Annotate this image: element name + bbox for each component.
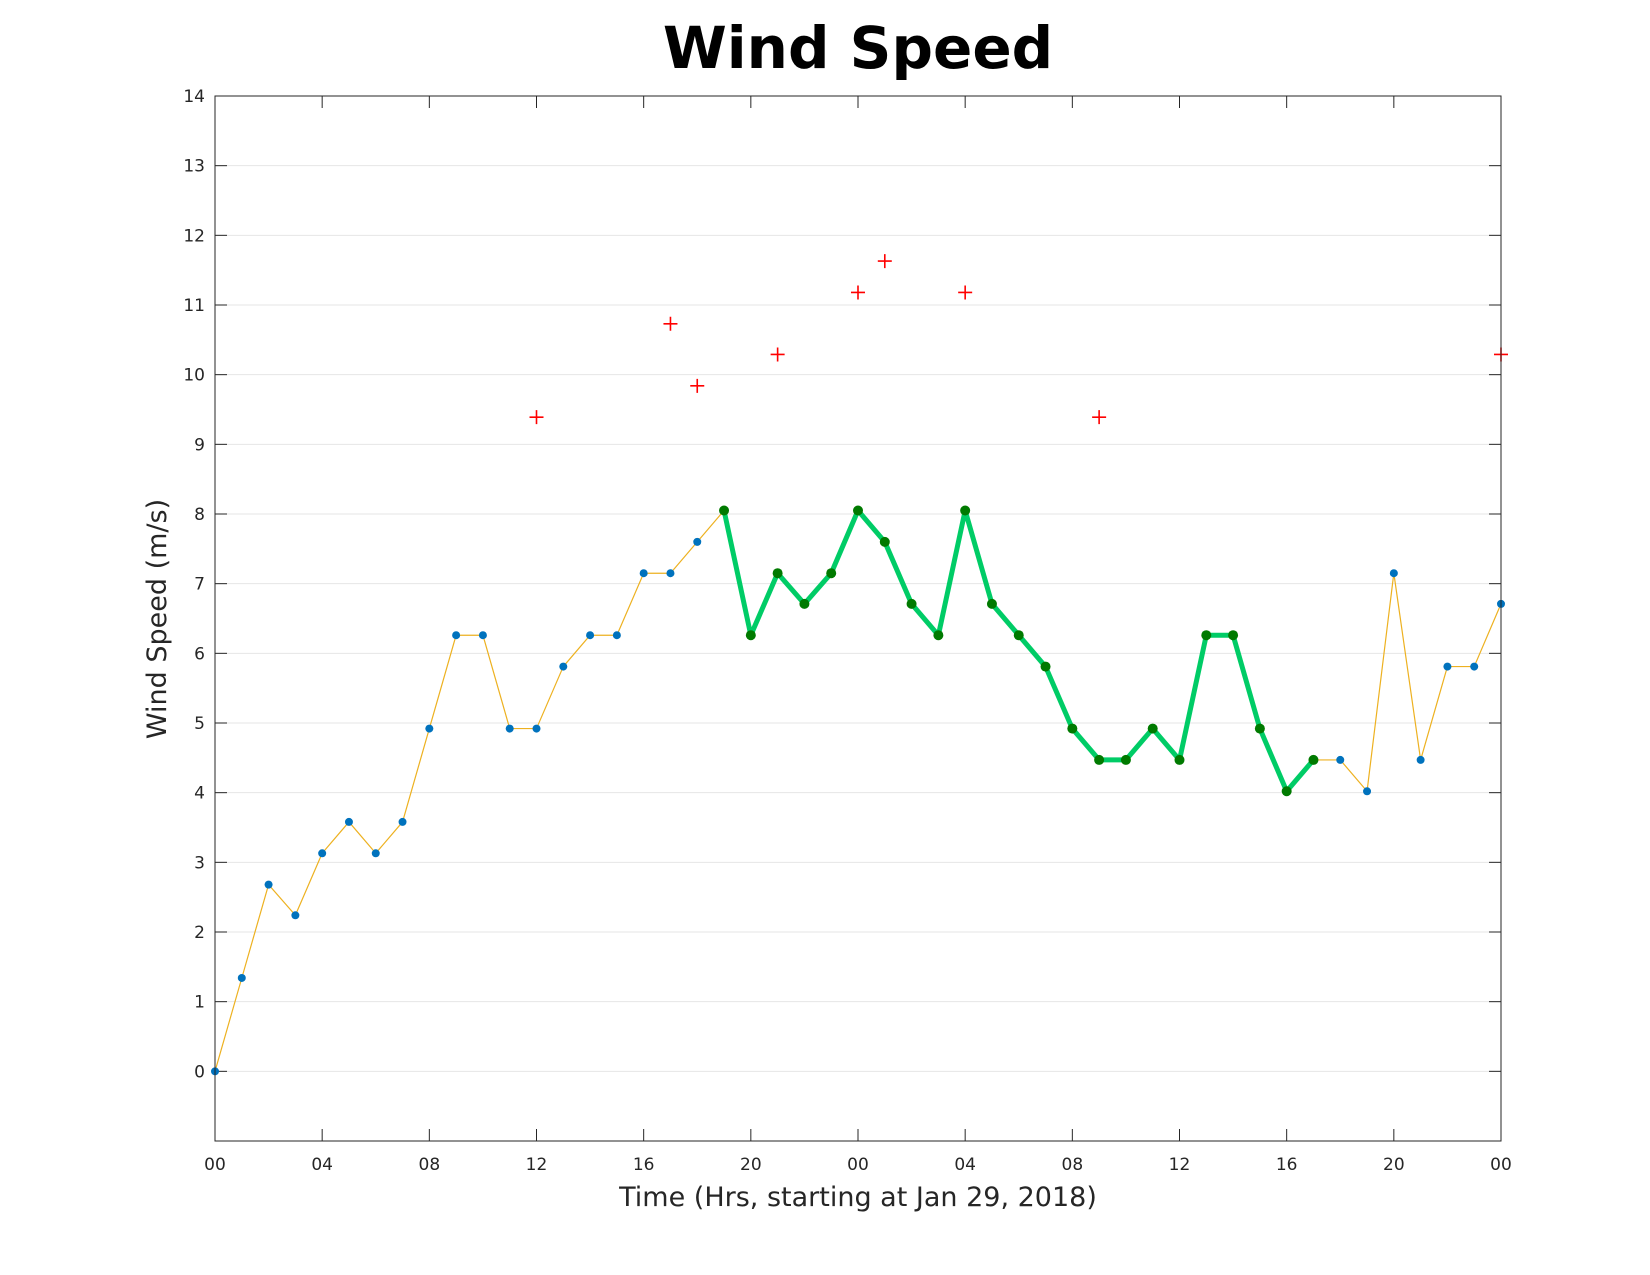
data-point <box>799 598 810 609</box>
x-tick-label: 08 <box>1062 1155 1084 1175</box>
plus-marker <box>663 316 678 331</box>
y-tick-label: 1 <box>194 993 205 1013</box>
x-tick-label: 04 <box>954 1155 976 1175</box>
data-point <box>1308 754 1319 765</box>
plot-background <box>215 96 1501 1141</box>
y-tick-label: 12 <box>183 226 205 246</box>
plus-marker <box>529 410 544 425</box>
data-point <box>1336 755 1345 764</box>
data-point <box>1013 630 1024 641</box>
data-point <box>745 630 756 641</box>
data-point <box>1067 723 1078 734</box>
data-point <box>425 724 434 733</box>
y-axis-label: Wind Speed (m/s) <box>142 499 173 739</box>
y-tick-label: 3 <box>194 853 205 873</box>
y-tick-label: 5 <box>194 714 205 734</box>
y-tick-label: 11 <box>183 296 205 316</box>
x-tick-label: 16 <box>633 1155 655 1175</box>
chart-title: Wind Speed <box>663 14 1053 82</box>
plus-marker <box>1092 410 1107 425</box>
x-tick-label: 12 <box>526 1155 548 1175</box>
data-point <box>559 662 568 671</box>
x-tick-label: 00 <box>204 1155 226 1175</box>
data-point <box>826 568 837 579</box>
series-2 <box>719 505 1319 797</box>
plus-marker <box>877 254 892 269</box>
plus-marker <box>851 285 865 300</box>
series <box>211 254 1508 1076</box>
data-point <box>505 724 514 733</box>
data-point <box>639 569 648 578</box>
data-point <box>1281 786 1292 797</box>
data-point <box>586 631 595 640</box>
data-point <box>960 505 971 516</box>
x-tick-label: 20 <box>1383 1155 1405 1175</box>
y-tick-label: 9 <box>194 435 205 455</box>
plus-marker <box>770 347 785 362</box>
data-point <box>986 598 997 609</box>
data-point <box>1201 630 1212 641</box>
data-point <box>879 536 890 547</box>
data-point <box>532 724 541 733</box>
data-point <box>693 537 702 546</box>
x-tick-label: 16 <box>1276 1155 1298 1175</box>
data-point <box>906 598 917 609</box>
y-tick-label: 7 <box>194 575 205 595</box>
data-point <box>1363 787 1372 796</box>
data-point <box>344 817 353 826</box>
x-tick-label: 20 <box>740 1155 762 1175</box>
y-tick-label: 0 <box>194 1062 205 1082</box>
plus-marker <box>690 378 705 393</box>
data-point <box>1443 662 1452 671</box>
x-tick-label: 00 <box>847 1155 869 1175</box>
y-tick-label: 8 <box>194 505 205 525</box>
y-tick-label: 4 <box>194 784 205 804</box>
data-point <box>1254 723 1265 734</box>
data-point <box>612 631 621 640</box>
data-point <box>666 569 675 578</box>
data-point <box>237 973 246 982</box>
data-point <box>1040 661 1051 672</box>
data-point <box>452 631 461 640</box>
data-point <box>1120 754 1131 765</box>
data-point <box>1389 569 1398 578</box>
x-tick-label: 12 <box>1169 1155 1191 1175</box>
x-tick-label: 00 <box>1490 1155 1512 1175</box>
data-point <box>398 817 407 826</box>
data-point <box>371 849 380 858</box>
plus-marker <box>958 285 973 300</box>
y-tick-label: 10 <box>183 366 205 386</box>
data-point <box>1470 662 1479 671</box>
data-point <box>772 568 783 579</box>
data-point <box>478 631 487 640</box>
data-point <box>291 911 300 920</box>
data-point <box>318 849 327 858</box>
data-point <box>264 880 273 889</box>
data-point <box>853 505 863 516</box>
data-point <box>1094 754 1105 765</box>
data-point <box>719 505 730 516</box>
data-point <box>1228 630 1239 641</box>
y-tick-label: 2 <box>194 923 205 943</box>
series-3 <box>529 254 1508 425</box>
y-tick-label: 14 <box>183 87 205 107</box>
y-tick-label: 13 <box>183 157 205 177</box>
data-point <box>1416 755 1425 764</box>
data-point <box>1174 754 1185 765</box>
x-tick-label: 04 <box>311 1155 333 1175</box>
x-tick-label: 08 <box>419 1155 441 1175</box>
x-tick-labels: 00 04 08 12 16 20 00 04 08 12 16 20 00 <box>204 1155 1512 1175</box>
y-tick-label: 6 <box>194 644 205 664</box>
data-point <box>933 630 944 641</box>
data-point <box>1147 723 1158 734</box>
x-axis-label: Time (Hrs, starting at Jan 29, 2018) <box>618 1182 1097 1213</box>
plot-frame <box>214 95 1502 1142</box>
grid <box>215 95 1501 1072</box>
